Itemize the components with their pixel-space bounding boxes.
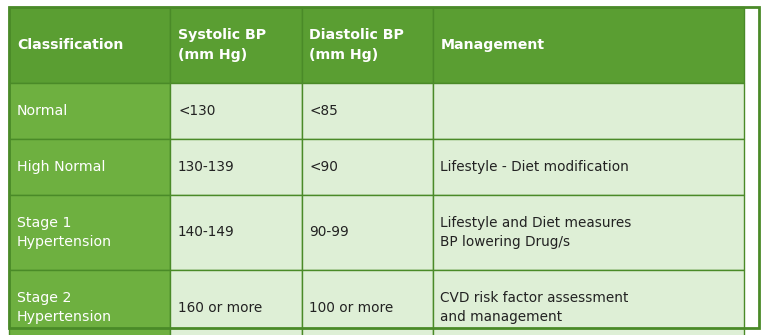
Bar bbox=[432, 270, 743, 335]
Text: <85: <85 bbox=[310, 104, 338, 118]
Bar bbox=[170, 7, 302, 83]
Bar bbox=[432, 7, 743, 83]
Text: Stage 2
Hypertension: Stage 2 Hypertension bbox=[17, 291, 112, 324]
Text: Lifestyle and Diet measures
BP lowering Drug/s: Lifestyle and Diet measures BP lowering … bbox=[440, 216, 632, 249]
Bar bbox=[170, 270, 302, 335]
Text: 90-99: 90-99 bbox=[310, 225, 349, 239]
Bar bbox=[9, 195, 170, 270]
Bar bbox=[432, 195, 743, 270]
Text: CVD risk factor assessment
and management: CVD risk factor assessment and managemen… bbox=[440, 291, 629, 324]
Bar bbox=[432, 139, 743, 195]
Bar bbox=[170, 83, 302, 139]
Text: Management: Management bbox=[440, 38, 545, 52]
Text: Systolic BP
(mm Hg): Systolic BP (mm Hg) bbox=[178, 28, 266, 62]
Text: <90: <90 bbox=[310, 160, 338, 174]
Text: Stage 1
Hypertension: Stage 1 Hypertension bbox=[17, 216, 112, 249]
Bar bbox=[302, 7, 432, 83]
Bar bbox=[9, 7, 170, 83]
Bar bbox=[9, 270, 170, 335]
Bar bbox=[170, 139, 302, 195]
Bar bbox=[302, 270, 432, 335]
Bar bbox=[9, 139, 170, 195]
Bar bbox=[9, 83, 170, 139]
Text: 130-139: 130-139 bbox=[178, 160, 235, 174]
Text: High Normal: High Normal bbox=[17, 160, 105, 174]
Text: Diastolic BP
(mm Hg): Diastolic BP (mm Hg) bbox=[310, 28, 404, 62]
Bar bbox=[302, 83, 432, 139]
Text: Classification: Classification bbox=[17, 38, 124, 52]
Bar bbox=[302, 195, 432, 270]
Text: 160 or more: 160 or more bbox=[178, 300, 263, 315]
Text: 100 or more: 100 or more bbox=[310, 300, 393, 315]
Bar bbox=[432, 83, 743, 139]
Bar bbox=[302, 139, 432, 195]
Text: Normal: Normal bbox=[17, 104, 68, 118]
Text: 140-149: 140-149 bbox=[178, 225, 235, 239]
Text: <130: <130 bbox=[178, 104, 216, 118]
Text: Lifestyle - Diet modification: Lifestyle - Diet modification bbox=[440, 160, 629, 174]
Bar bbox=[170, 195, 302, 270]
